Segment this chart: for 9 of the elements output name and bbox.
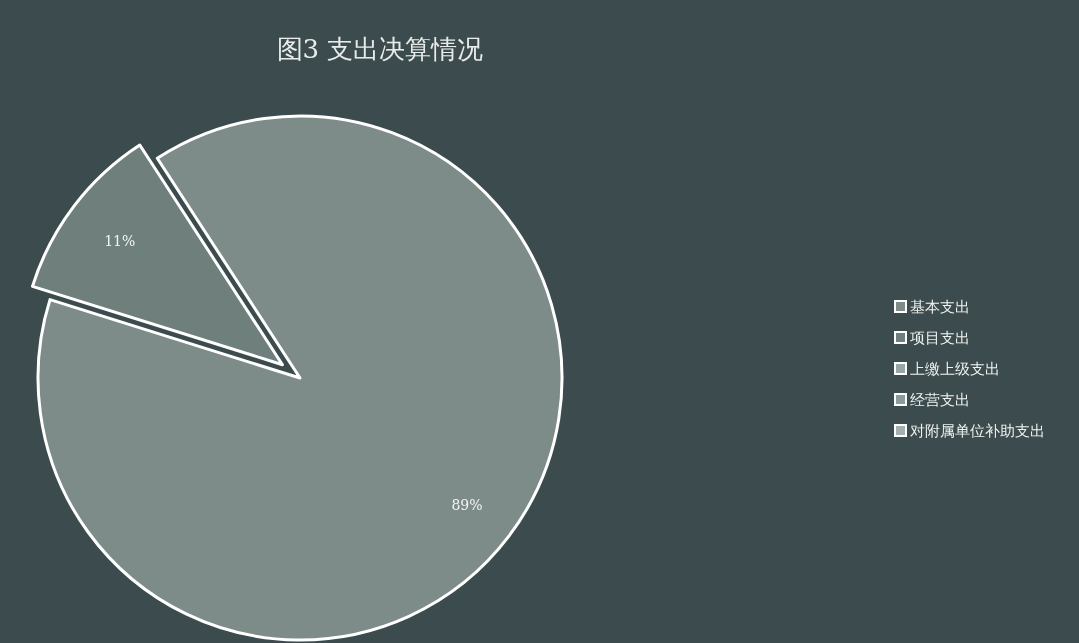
legend-label: 经营支出 <box>910 391 970 409</box>
pie: 89% 11% <box>30 114 564 642</box>
legend-label: 项目支出 <box>910 329 970 347</box>
legend-label: 对附属单位补助支出 <box>910 422 1045 440</box>
legend-label: 基本支出 <box>910 298 970 316</box>
legend-label: 上缴上级支出 <box>910 360 1000 378</box>
chart-title: 图3 支出决算情况 <box>276 34 484 64</box>
data-label: 89% <box>451 496 483 513</box>
data-label: 11% <box>104 233 136 250</box>
